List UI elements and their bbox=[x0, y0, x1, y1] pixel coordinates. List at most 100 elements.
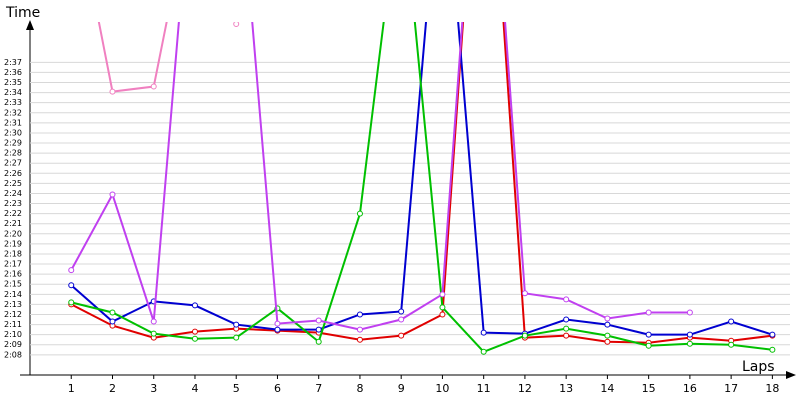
point bbox=[68, 299, 75, 306]
y-tick-label: 2:10 bbox=[4, 330, 22, 339]
point bbox=[563, 316, 570, 323]
point bbox=[645, 342, 652, 349]
point bbox=[645, 309, 652, 316]
point bbox=[563, 296, 570, 303]
y-tick-label: 2:33 bbox=[4, 98, 22, 107]
x-tick-label: 10 bbox=[435, 382, 449, 395]
point bbox=[604, 338, 611, 345]
point bbox=[769, 331, 776, 338]
x-tick-label: 12 bbox=[518, 382, 532, 395]
point bbox=[233, 22, 240, 28]
point bbox=[191, 335, 198, 342]
point bbox=[109, 191, 116, 198]
point bbox=[439, 311, 446, 318]
point bbox=[191, 328, 198, 335]
point bbox=[439, 291, 446, 298]
x-tick-label: 3 bbox=[150, 382, 157, 395]
y-tick-label: 2:20 bbox=[4, 229, 22, 238]
point bbox=[563, 325, 570, 332]
series-line bbox=[70, 22, 773, 344]
x-tick-label: 8 bbox=[356, 382, 363, 395]
point bbox=[356, 210, 363, 217]
point bbox=[728, 341, 735, 348]
point bbox=[398, 308, 405, 315]
x-tick-label: 4 bbox=[191, 382, 198, 395]
point bbox=[521, 290, 528, 297]
y-tick-label: 2:17 bbox=[4, 260, 22, 269]
y-tick-label: 2:18 bbox=[4, 249, 22, 258]
y-tick-label: 2:12 bbox=[4, 310, 22, 319]
y-tick-label: 2:29 bbox=[4, 139, 22, 148]
series-line bbox=[71, 22, 773, 353]
series-line bbox=[97, 22, 238, 93]
point bbox=[315, 338, 322, 345]
point bbox=[109, 318, 116, 325]
x-tick-label: 16 bbox=[683, 382, 697, 395]
y-tick-label: 2:09 bbox=[4, 340, 22, 349]
point bbox=[109, 88, 116, 95]
point bbox=[686, 331, 693, 338]
x-axis-arrow bbox=[786, 371, 796, 379]
y-tick-label: 2:22 bbox=[4, 209, 22, 218]
point bbox=[439, 304, 446, 311]
point bbox=[109, 309, 116, 316]
point bbox=[521, 332, 528, 339]
grid: 2:082:092:102:112:122:132:142:152:162:17… bbox=[4, 58, 790, 395]
y-tick-label: 2:37 bbox=[4, 58, 22, 67]
point bbox=[356, 336, 363, 343]
y-tick-label: 2:36 bbox=[4, 68, 22, 77]
point bbox=[686, 309, 693, 316]
y-tick-label: 2:21 bbox=[4, 219, 22, 228]
x-tick-label: 14 bbox=[600, 382, 614, 395]
y-tick-label: 2:26 bbox=[4, 169, 22, 178]
point bbox=[274, 320, 281, 327]
point bbox=[604, 332, 611, 339]
y-tick-label: 2:30 bbox=[4, 128, 22, 137]
y-tick-label: 2:08 bbox=[4, 350, 22, 359]
x-tick-label: 7 bbox=[315, 382, 322, 395]
x-tick-label: 17 bbox=[724, 382, 738, 395]
point bbox=[686, 340, 693, 347]
point bbox=[233, 321, 240, 328]
point bbox=[191, 302, 198, 309]
point bbox=[398, 316, 405, 323]
y-tick-label: 2:14 bbox=[4, 290, 22, 299]
y-tick-label: 2:13 bbox=[4, 300, 22, 309]
y-tick-label: 2:23 bbox=[4, 199, 22, 208]
point bbox=[769, 346, 776, 353]
y-tick-label: 2:32 bbox=[4, 108, 22, 117]
y-axis-arrow bbox=[26, 20, 34, 30]
y-tick-label: 2:28 bbox=[4, 149, 22, 158]
point bbox=[315, 326, 322, 333]
y-tick-label: 2:11 bbox=[4, 320, 22, 329]
point bbox=[68, 267, 75, 274]
point bbox=[356, 311, 363, 318]
y-tick-label: 2:31 bbox=[4, 118, 22, 127]
point bbox=[150, 330, 157, 337]
point bbox=[356, 326, 363, 333]
series-line bbox=[70, 22, 773, 336]
y-tick-label: 2:16 bbox=[4, 270, 22, 279]
point bbox=[398, 332, 405, 339]
y-tick-label: 2:27 bbox=[4, 159, 22, 168]
point bbox=[604, 321, 611, 328]
x-tick-label: 9 bbox=[398, 382, 405, 395]
y-tick-label: 2:24 bbox=[4, 189, 22, 198]
x-tick-label: 2 bbox=[109, 382, 116, 395]
y-tick-label: 2:15 bbox=[4, 280, 22, 289]
point bbox=[274, 326, 281, 333]
point bbox=[728, 318, 735, 325]
y-tick-label: 2:25 bbox=[4, 179, 22, 188]
point bbox=[645, 331, 652, 338]
y-tick-label: 2:34 bbox=[4, 88, 22, 97]
plot-area bbox=[68, 22, 776, 355]
point bbox=[150, 318, 157, 325]
x-tick-label: 15 bbox=[642, 382, 656, 395]
x-tick-label: 11 bbox=[477, 382, 491, 395]
series-line bbox=[70, 22, 690, 331]
point bbox=[68, 282, 75, 289]
point bbox=[563, 332, 570, 339]
point bbox=[480, 329, 487, 336]
